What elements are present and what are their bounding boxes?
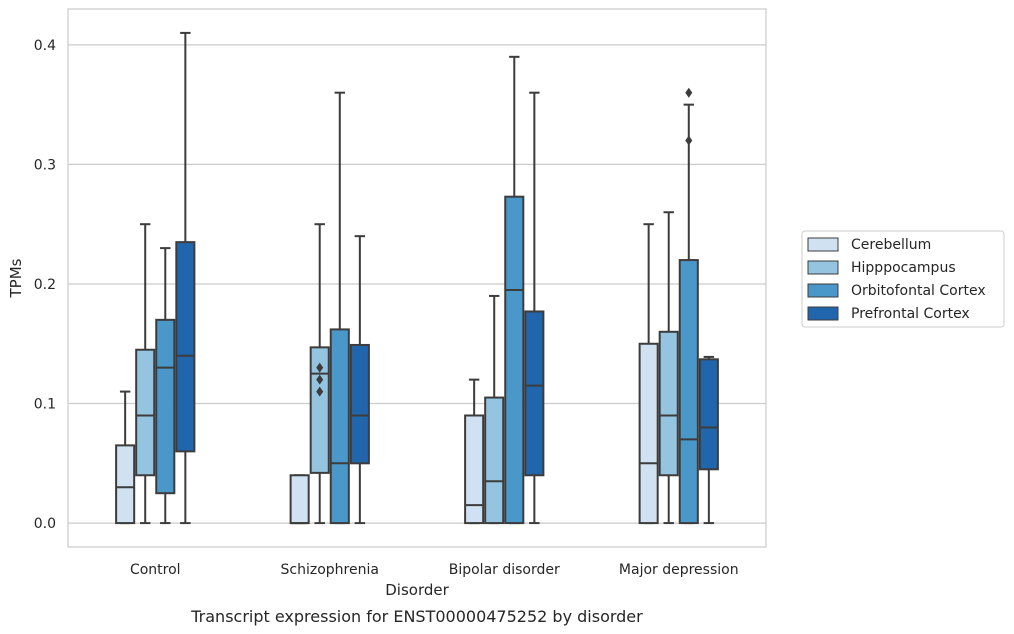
- box-body: [658, 330, 679, 477]
- box-body: [289, 474, 310, 525]
- box-body: [698, 358, 719, 471]
- legend-swatch: [807, 283, 839, 298]
- y-tick-label: 0.0: [34, 516, 56, 532]
- x-tick-label: Bipolar disorder: [449, 562, 560, 578]
- box: [524, 91, 545, 525]
- plot-frame: [67, 8, 767, 548]
- x-axis-title: Disorder: [385, 581, 449, 599]
- box-body: [329, 328, 350, 525]
- box: [464, 378, 485, 525]
- box-body: [349, 343, 370, 465]
- x-tick-label: Major depression: [619, 562, 739, 578]
- y-tick-label: 0.4: [34, 38, 56, 54]
- outlier-point: [685, 87, 693, 98]
- box-body: [135, 348, 156, 477]
- box: [289, 474, 310, 525]
- series-cerebellum: [115, 223, 659, 525]
- box: [484, 294, 505, 525]
- x-tick-label: Schizophrenia: [281, 562, 379, 578]
- box: [698, 355, 719, 525]
- y-tick-label: 0.3: [34, 157, 56, 173]
- box: [175, 31, 196, 525]
- box: [309, 223, 330, 525]
- box: [349, 235, 370, 525]
- box-body: [504, 195, 525, 525]
- legend-frame: [801, 230, 1005, 328]
- box-body: [155, 318, 176, 495]
- legend-label: Hipppocampus: [851, 260, 956, 276]
- outlier-point: [316, 386, 324, 397]
- x-axis-ticks: Control Schizophrenia Bipolar disorder Majo…: [130, 562, 739, 578]
- box: [504, 55, 525, 525]
- legend-swatch: [807, 306, 839, 321]
- y-tick-label: 0.2: [34, 277, 56, 293]
- x-tick-label: Control: [130, 562, 181, 578]
- chart-caption: Transcript expression for ENST0000047525…: [190, 607, 643, 626]
- box: [658, 211, 679, 525]
- series-orbitofontal-cortex: [155, 55, 699, 525]
- legend-label: Orbitofontal Cortex: [851, 283, 986, 299]
- box-body: [524, 310, 545, 477]
- box: [155, 247, 176, 525]
- y-tick-label: 0.1: [34, 397, 56, 413]
- box: [678, 87, 699, 525]
- outlier-point: [316, 374, 324, 385]
- box-body: [638, 342, 659, 525]
- box-body: [175, 241, 196, 453]
- legend-label: Prefrontal Cortex: [851, 306, 970, 322]
- box: [329, 91, 350, 525]
- series-hipppocampus: [135, 211, 679, 525]
- outlier-point: [316, 362, 324, 373]
- legend-swatch: [807, 260, 839, 275]
- series-prefrontal-cortex: [175, 31, 719, 525]
- outlier-point: [685, 135, 693, 146]
- legend: Cerebellum Hipppocampus Orbitofontal Corte…: [801, 230, 1005, 328]
- box-body: [678, 259, 699, 525]
- box: [115, 390, 136, 525]
- y-axis-title: TPMs: [7, 258, 25, 298]
- box-groups: [115, 31, 719, 525]
- box-body: [464, 414, 485, 525]
- box: [638, 223, 659, 525]
- legend-swatch: [807, 237, 839, 252]
- box-body: [115, 444, 136, 525]
- box-body: [309, 346, 330, 474]
- legend-label: Cerebellum: [851, 237, 931, 253]
- y-axis-ticks: 0.0 0.1 0.2 0.3 0.4: [34, 38, 56, 532]
- box: [135, 223, 156, 525]
- box-body: [484, 396, 505, 525]
